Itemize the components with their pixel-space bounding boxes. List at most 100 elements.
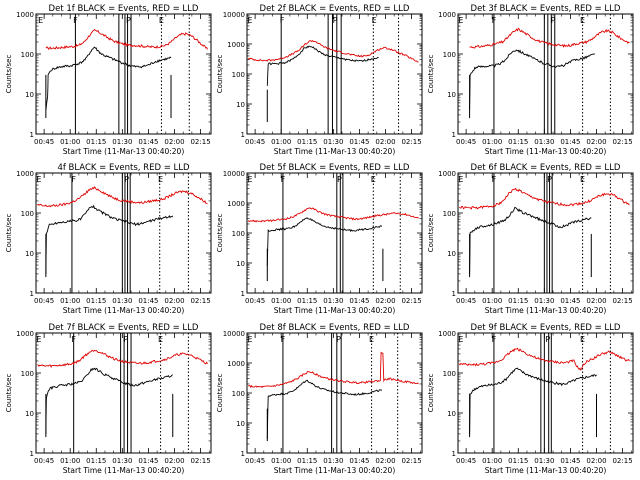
y-axis-label: Counts/sec bbox=[427, 55, 435, 94]
x-tick-label: 01:00 bbox=[482, 138, 502, 146]
event-marker-label: E bbox=[247, 335, 252, 344]
lld-series-line bbox=[36, 186, 208, 208]
event-marker-label: F bbox=[281, 335, 286, 344]
x-tick-label: 01:00 bbox=[271, 457, 291, 465]
y-tick-label: 1000 bbox=[227, 360, 245, 368]
x-tick-label: 01:00 bbox=[60, 457, 80, 465]
x-tick-label: 01:00 bbox=[482, 457, 502, 465]
x-tick-label: 02:00 bbox=[375, 457, 395, 465]
y-tick-label: 10 bbox=[25, 410, 34, 418]
event-marker-label: E bbox=[36, 175, 41, 184]
panel-title: Det 8f BLACK = Events, RED = LLD bbox=[260, 323, 410, 333]
x-tick-label: 02:15 bbox=[190, 297, 210, 305]
x-tick-label: 01:15 bbox=[297, 138, 317, 146]
event-marker-label: F bbox=[71, 335, 76, 344]
x-tick-label: 00:45 bbox=[34, 138, 54, 146]
x-tick-label: 02:00 bbox=[586, 138, 606, 146]
event-marker-label: P bbox=[336, 335, 341, 344]
y-tick-label: 1 bbox=[241, 450, 245, 458]
x-tick-label: 02:15 bbox=[612, 297, 632, 305]
y-tick-label: 10 bbox=[25, 91, 34, 99]
x-tick-label: 02:15 bbox=[612, 457, 632, 465]
x-axis-label: Start Time (11-Mar-13 00:40:20) bbox=[485, 147, 607, 156]
events-series-line bbox=[45, 46, 172, 110]
x-tick-label: 01:15 bbox=[86, 297, 106, 305]
panel-8: Det 8f BLACK = Events, RED = LLD 1 10 100 10… bbox=[216, 323, 423, 475]
events-series-line bbox=[45, 367, 173, 434]
x-axis-label: Start Time (11-Mar-13 00:40:20) bbox=[485, 306, 607, 315]
x-tick-label: 01:45 bbox=[138, 457, 158, 465]
lld-series-line bbox=[469, 27, 630, 49]
panel-title: Det 7f BLACK = Events, RED = LLD bbox=[49, 323, 199, 333]
event-marker-label: P bbox=[333, 16, 338, 25]
y-axis-label: Counts/sec bbox=[5, 374, 13, 413]
x-tick-label: 01:30 bbox=[323, 297, 343, 305]
x-tick-label: 01:00 bbox=[482, 297, 502, 305]
y-tick-label: 10000 bbox=[223, 170, 245, 178]
x-axis-label: Start Time (11-Mar-13 00:40:20) bbox=[274, 466, 396, 475]
y-tick-label: 100 bbox=[21, 370, 34, 378]
event-marker-label: E bbox=[158, 175, 163, 184]
events-series-line bbox=[469, 49, 595, 110]
x-tick-label: 01:30 bbox=[112, 297, 132, 305]
plot-frame bbox=[35, 13, 212, 135]
x-tick-label: 02:00 bbox=[164, 457, 184, 465]
y-tick-label: 1 bbox=[30, 450, 34, 458]
panel-title: Det 2f BLACK = Events, RED = LLD bbox=[260, 4, 410, 14]
events-series-line bbox=[469, 206, 592, 274]
x-tick-label: 02:15 bbox=[401, 138, 421, 146]
y-tick-label: 1000 bbox=[438, 11, 456, 19]
y-axis-label: Counts/sec bbox=[427, 374, 435, 413]
y-tick-label: 1 bbox=[30, 131, 34, 139]
y-axis-label: Counts/sec bbox=[216, 214, 224, 253]
x-tick-label: 01:00 bbox=[271, 297, 291, 305]
y-tick-label: 1 bbox=[452, 290, 456, 298]
event-marker-label: F bbox=[492, 175, 497, 184]
x-tick-label: 01:45 bbox=[349, 457, 369, 465]
y-axis-label: Counts/sec bbox=[216, 374, 224, 413]
lld-series-line bbox=[458, 187, 630, 210]
plot-frame bbox=[457, 172, 634, 294]
x-tick-label: 01:15 bbox=[86, 138, 106, 146]
y-tick-label: 10 bbox=[447, 91, 456, 99]
x-tick-label: 00:45 bbox=[34, 297, 54, 305]
x-tick-label: 01:00 bbox=[60, 138, 80, 146]
y-tick-label: 10 bbox=[236, 260, 245, 268]
event-marker-label: F bbox=[73, 16, 78, 25]
x-tick-label: 02:00 bbox=[164, 138, 184, 146]
panel-title: Det 5f BLACK = Events, RED = LLD bbox=[260, 163, 410, 173]
panel-7: Det 7f BLACK = Events, RED = LLD 1 10 100 10… bbox=[5, 323, 212, 475]
x-tick-label: 02:00 bbox=[375, 297, 395, 305]
event-marker-label: F bbox=[492, 335, 497, 344]
x-tick-label: 01:15 bbox=[297, 297, 317, 305]
event-marker-label: E bbox=[580, 335, 585, 344]
lld-series-line bbox=[247, 351, 419, 389]
panel-title: 4f BLACK = Events, RED = LLD bbox=[57, 163, 190, 173]
x-tick-label: 01:45 bbox=[138, 297, 158, 305]
event-marker-label: E bbox=[580, 16, 585, 25]
y-tick-label: 10000 bbox=[223, 11, 245, 19]
x-tick-label: 02:00 bbox=[586, 457, 606, 465]
x-tick-label: 01:45 bbox=[560, 138, 580, 146]
y-axis-label: Counts/sec bbox=[5, 55, 13, 94]
panel-1: Det 1f BLACK = Events, RED = LLD 1 10 100 10… bbox=[5, 4, 212, 156]
event-marker-label: E bbox=[247, 175, 252, 184]
event-marker-label: E bbox=[458, 335, 463, 344]
event-marker-label: E bbox=[369, 335, 374, 344]
panel-4: 4f BLACK = Events, RED = LLD 1 10 100 1000 00… bbox=[5, 163, 212, 315]
y-axis-label: Counts/sec bbox=[427, 214, 435, 253]
x-tick-label: 00:45 bbox=[456, 138, 476, 146]
x-tick-label: 01:00 bbox=[271, 138, 291, 146]
x-tick-label: 00:45 bbox=[456, 457, 476, 465]
plot-frame bbox=[35, 172, 212, 294]
y-tick-label: 1 bbox=[241, 290, 245, 298]
x-tick-label: 01:45 bbox=[349, 297, 369, 305]
x-tick-label: 01:30 bbox=[112, 457, 132, 465]
events-series-line bbox=[266, 379, 383, 439]
x-axis-label: Start Time (11-Mar-13 00:40:20) bbox=[485, 466, 607, 475]
plot-frame bbox=[246, 172, 423, 294]
y-tick-label: 100 bbox=[232, 230, 245, 238]
lld-series-line bbox=[458, 347, 630, 371]
x-tick-label: 02:00 bbox=[586, 297, 606, 305]
event-marker-label: E bbox=[458, 16, 463, 25]
